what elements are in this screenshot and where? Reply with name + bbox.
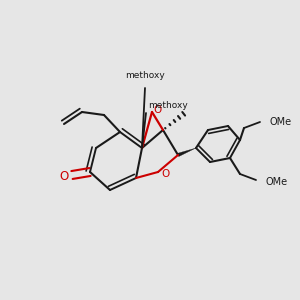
Text: methoxy: methoxy	[125, 71, 165, 80]
Text: O: O	[154, 105, 162, 115]
Text: methoxy: methoxy	[148, 101, 188, 110]
Text: O: O	[59, 170, 69, 184]
Text: OMe: OMe	[266, 177, 288, 187]
Text: O: O	[162, 169, 170, 179]
Text: OMe: OMe	[270, 117, 292, 127]
Polygon shape	[177, 148, 196, 157]
